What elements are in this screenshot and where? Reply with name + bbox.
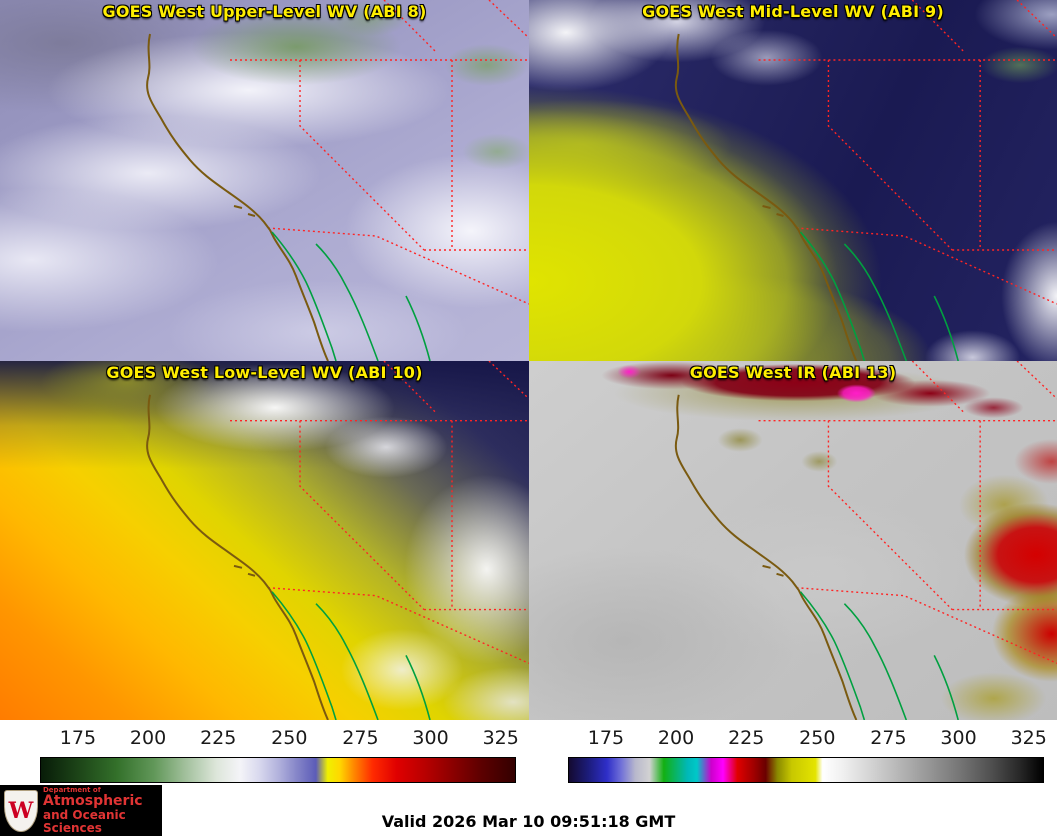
- satellite-panel-ir: GOES West IR (ABI 13): [529, 361, 1057, 720]
- logo-oceanic-line: and Oceanic Sciences: [43, 807, 126, 835]
- state-borders-path: [230, 0, 529, 305]
- ir-tick-175: 175: [587, 727, 625, 749]
- wv-tick-200: 200: [129, 727, 167, 749]
- wv-tick-175: 175: [59, 727, 97, 749]
- state-borders-path: [230, 361, 529, 664]
- logo-text-block: Department of Atmospheric and Oceanic Sc…: [43, 787, 162, 834]
- coastline-path: [674, 394, 858, 720]
- valid-time-text: Valid 2026 Mar 10 09:51:18 GMT: [381, 812, 676, 831]
- uw-monogram: W: [8, 797, 34, 824]
- coastline-path: [146, 33, 329, 361]
- panel-title-mid-level-wv: GOES West Mid-Level WV (ABI 9): [642, 2, 944, 21]
- ir-colorbar: [568, 757, 1044, 783]
- wv-tick-300: 300: [412, 727, 449, 749]
- mexico-coast-path: [799, 231, 959, 361]
- uw-crest-icon: W: [4, 789, 38, 832]
- logo-atmospheric-line: Atmospheric: [43, 793, 143, 810]
- wv-colorbar-ticks: 175 200 225 250 275 300 325: [40, 727, 519, 751]
- map-overlay-upper-wv: [146, 0, 529, 361]
- ir-tick-225: 225: [728, 727, 765, 749]
- state-borders-path: [758, 361, 1057, 664]
- ir-tick-275: 275: [870, 727, 907, 749]
- wv-tick-275: 275: [342, 727, 379, 749]
- satellite-panel-upper-level-wv: GOES West Upper-Level WV (ABI 8): [0, 0, 529, 361]
- map-overlay-low-wv: [146, 361, 529, 720]
- ir-tick-250: 250: [799, 727, 836, 749]
- mexico-coast-path: [271, 591, 431, 720]
- satellite-panel-mid-level-wv: GOES West Mid-Level WV (ABI 9): [529, 0, 1057, 361]
- ir-tick-300: 300: [940, 727, 977, 749]
- map-overlay-mid-wv: [674, 0, 1057, 361]
- map-overlay-ir: [674, 361, 1057, 720]
- coastline-path: [146, 394, 329, 720]
- wv-tick-250: 250: [271, 727, 308, 749]
- ir-colorbar-ticks: 175 200 225 250 275 300 325: [568, 727, 1047, 751]
- panel-title-low-level-wv: GOES West Low-Level WV (ABI 10): [106, 363, 423, 382]
- panel-title-ir: GOES West IR (ABI 13): [689, 363, 897, 382]
- panel-title-upper-level-wv: GOES West Upper-Level WV (ABI 8): [102, 2, 427, 21]
- wv-tick-225: 225: [200, 727, 237, 749]
- uw-aos-logo: W Department of Atmospheric and Oceanic …: [0, 785, 162, 836]
- wv-tick-325: 325: [482, 727, 519, 749]
- coastline-path: [674, 33, 858, 361]
- mexico-coast-path: [799, 591, 959, 720]
- mexico-coast-path: [271, 231, 431, 361]
- satellite-panel-low-level-wv: GOES West Low-Level WV (ABI 10): [0, 361, 529, 720]
- logo-department-line: Department of: [43, 786, 101, 794]
- state-borders-path: [758, 0, 1057, 305]
- wv-colorbar: [40, 757, 516, 783]
- ir-tick-325: 325: [1010, 727, 1047, 749]
- ir-tick-200: 200: [657, 727, 695, 749]
